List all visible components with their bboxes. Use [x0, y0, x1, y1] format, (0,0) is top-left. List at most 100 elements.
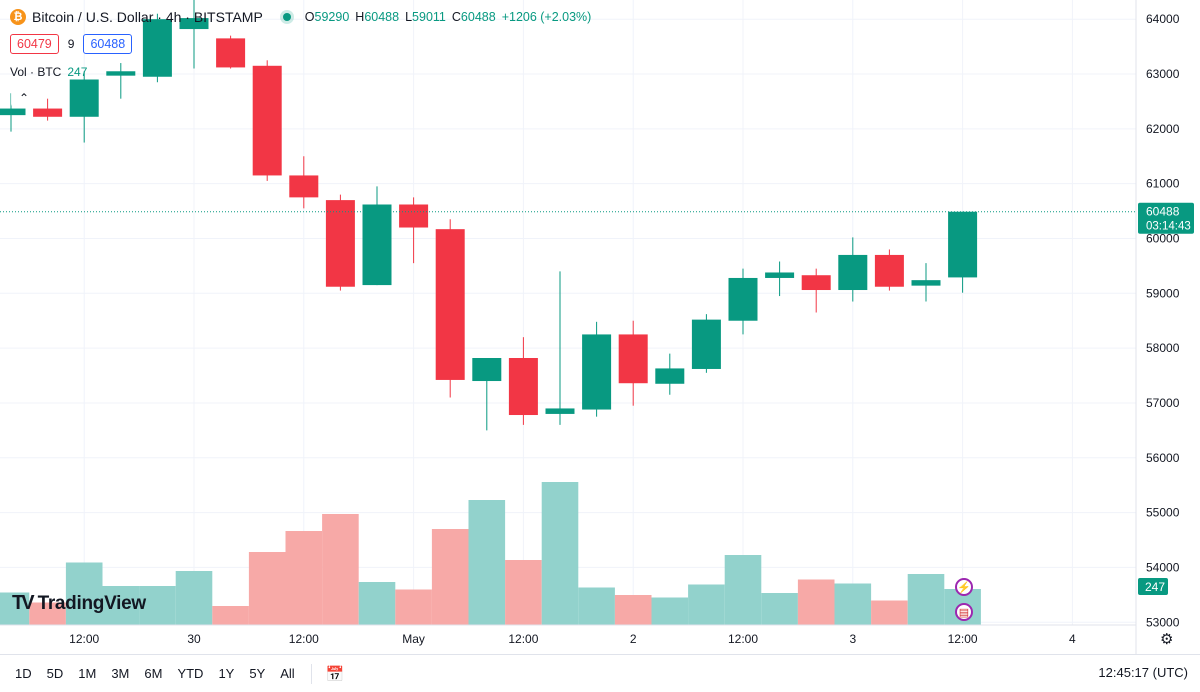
y-tick-label: 60000: [1146, 231, 1180, 245]
ohlc-close: C60488: [451, 10, 496, 24]
candle-body: [874, 254, 904, 287]
y-tick-label: 59000: [1146, 286, 1180, 300]
volume-bar: [65, 562, 103, 625]
timeframe-1y-button[interactable]: 1Y: [218, 666, 235, 681]
volume-bar: [285, 531, 323, 625]
candle-body: [655, 368, 685, 384]
candle-body: [911, 280, 941, 286]
candle-body: [508, 358, 538, 416]
timeframe-all-button[interactable]: All: [280, 666, 295, 681]
candle-body: [325, 200, 355, 287]
volume-bar: [614, 595, 652, 625]
timeframe-5d-button[interactable]: 5D: [46, 666, 64, 681]
y-tick-label: 58000: [1146, 341, 1180, 355]
candle-body: [399, 204, 429, 228]
x-tick-label: May: [402, 632, 425, 646]
candle-body: [618, 334, 648, 384]
volume-bar: [761, 593, 798, 625]
tradingview-watermark: TV TradingView: [12, 592, 146, 615]
x-tick-label: 12:00: [69, 632, 99, 646]
utc-clock[interactable]: 12:45:17 (UTC): [1098, 665, 1188, 680]
volume-bar: [578, 587, 615, 625]
volume-bar: [175, 571, 213, 625]
volume-bar: [322, 514, 359, 625]
candle-body: [33, 108, 63, 117]
volume-bar: [431, 529, 469, 625]
tradingview-logo-icon: TV: [12, 592, 34, 614]
candle-body: [216, 38, 246, 68]
volume-bar: [468, 500, 506, 625]
volume-bar: [212, 606, 249, 625]
ohlc-high: H60488: [355, 10, 400, 24]
x-tick-label: 12:00: [948, 632, 978, 646]
candle-body: [69, 79, 99, 117]
candle-body: [252, 65, 282, 176]
ohlc-low: L59011: [405, 10, 446, 24]
buy-price-button[interactable]: 60488: [83, 34, 133, 54]
volume-bar: [871, 600, 908, 625]
candle-body: [472, 358, 502, 382]
candle-body: [289, 175, 319, 198]
collapse-legend-button[interactable]: ⌃: [11, 88, 37, 108]
timeframe-3m-button[interactable]: 3M: [111, 666, 130, 681]
calendar-goto-icon[interactable]: 📅: [325, 665, 345, 683]
gear-icon[interactable]: ⚙: [1160, 631, 1174, 648]
candle-body: [362, 204, 392, 286]
volume-bar: [0, 592, 30, 625]
candle-body: [142, 19, 172, 77]
timeframe-ytd-button[interactable]: YTD: [177, 666, 204, 681]
x-tick-label: 30: [187, 632, 201, 646]
candle-body: [838, 254, 868, 291]
volume-bar: [541, 482, 579, 625]
y-tick-label: 61000: [1146, 177, 1180, 191]
spread-value: 9: [67, 37, 75, 51]
y-tick-label: 62000: [1146, 122, 1180, 136]
volume-bar: [102, 586, 140, 625]
volume-bar: [139, 586, 176, 625]
volume-bar: [834, 583, 872, 625]
timeframe-6m-button[interactable]: 6M: [144, 666, 163, 681]
volume-label: Vol · BTC: [10, 65, 62, 79]
bitcoin-icon: ₿: [10, 9, 26, 25]
y-tick-label: 64000: [1146, 12, 1180, 26]
candle-body: [765, 272, 795, 278]
last-price-tag: [1138, 202, 1194, 234]
volume-bar: [797, 579, 835, 625]
x-tick-label: 4: [1069, 632, 1076, 646]
symbol-title[interactable]: Bitcoin / U.S. Dollar · 4h · BITSTAMP: [32, 9, 263, 25]
volume-bar: [358, 582, 396, 625]
sell-price-button[interactable]: 60479: [10, 34, 59, 54]
timeframe-1m-button[interactable]: 1M: [78, 666, 97, 681]
volume-axis-label: 247: [1145, 580, 1165, 594]
volume-axis-tag: [1138, 578, 1168, 595]
us-flag-icon[interactable]: ▤: [955, 603, 973, 621]
candle-body: [691, 319, 721, 369]
volume-bar: [505, 560, 542, 625]
chevron-up-icon: ⌃: [18, 91, 30, 105]
last-price-label: 60488: [1146, 205, 1180, 219]
volume-bar: [29, 602, 66, 625]
y-tick-label: 63000: [1146, 67, 1180, 81]
candle-body: [179, 18, 209, 30]
timeframe-1d-button[interactable]: 1D: [15, 666, 32, 681]
x-tick-label: 2: [630, 632, 637, 646]
bar-countdown-label: 03:14:43: [1146, 221, 1191, 233]
volume-bar: [724, 555, 762, 625]
buy-sell-panel: 60479 9 60488: [10, 34, 133, 54]
candle-body: [801, 275, 831, 291]
x-tick-label: 12:00: [289, 632, 319, 646]
y-tick-label: 54000: [1146, 560, 1180, 574]
market-open-status-icon: [282, 13, 291, 21]
timeframe-5y-button[interactable]: 5Y: [249, 666, 266, 681]
volume-value: 247: [67, 65, 88, 79]
x-tick-label: 12:00: [728, 632, 758, 646]
volume-bar: [248, 552, 286, 625]
volume-bar: [907, 574, 945, 625]
candlestick-chart[interactable]: 53000 54000 55000 56000 57000 58000 59000 60000…: [0, 0, 1200, 654]
lightning-icon[interactable]: ⚡: [955, 578, 973, 596]
chart-legend: ₿ Bitcoin / U.S. Dollar · 4h · BITSTAMP …: [10, 7, 591, 27]
x-tick-label: 12:00: [508, 632, 538, 646]
candle-body: [582, 334, 612, 410]
toolbar-divider: [310, 663, 312, 684]
candle-body: [948, 211, 978, 278]
